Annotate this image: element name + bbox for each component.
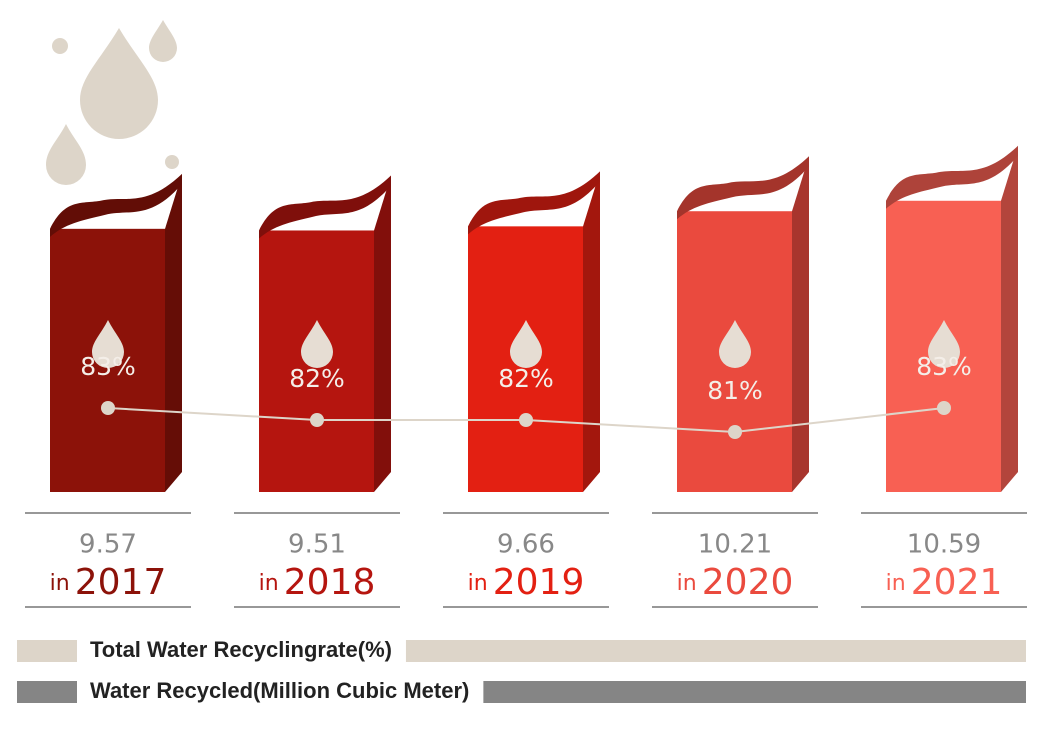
bar-side (374, 175, 391, 492)
drop (46, 124, 86, 185)
bar-cap (468, 171, 600, 235)
bar-group (677, 156, 809, 492)
bar-side (1001, 145, 1018, 492)
value-label: 9.66 (497, 530, 555, 560)
year-label: in 2018 (259, 562, 376, 603)
bar-side (165, 173, 182, 492)
bar-cap (50, 173, 182, 237)
drop-dot (52, 38, 68, 54)
year-prefix: in (259, 571, 279, 596)
legend-swatch (17, 640, 77, 662)
value-label: 10.59 (907, 530, 981, 560)
bar-cap (259, 175, 391, 239)
value-label: 10.21 (698, 530, 772, 560)
rate-label: 82% (498, 364, 554, 393)
drop-dot (165, 155, 179, 169)
bar-side (792, 156, 809, 492)
x-tick-label: 2017 (75, 562, 167, 603)
bar-cap (886, 145, 1018, 209)
rate-label: 83% (916, 352, 972, 381)
rate-point (310, 413, 324, 427)
bar-group (50, 173, 182, 492)
overlay: 83% 82% 82% 81% 83% (80, 320, 972, 439)
drop-icon (301, 320, 333, 368)
rate-point (101, 401, 115, 415)
year-prefix: in (468, 571, 488, 596)
year-label: in 2017 (50, 562, 167, 603)
bar-cap (677, 156, 809, 220)
drop-icon (510, 320, 542, 368)
x-tick-label: 2018 (284, 562, 376, 603)
value-label: 9.51 (288, 530, 346, 560)
drop-icon (92, 320, 124, 368)
bar-group (468, 171, 600, 492)
year-label: in 2019 (468, 562, 585, 603)
legend-label: Water Recycled(Million Cubic Meter) (90, 678, 469, 703)
rate-point (937, 401, 951, 415)
rate-label: 83% (80, 352, 136, 381)
bars (50, 145, 1018, 492)
x-tick-label: 2019 (493, 562, 585, 603)
x-tick-label: 2021 (911, 562, 1003, 603)
legend-swatch (17, 681, 77, 703)
drop-icon (719, 320, 751, 368)
x-tick-label: 2020 (702, 562, 794, 603)
legend-bar (483, 681, 1026, 703)
rate-label: 82% (289, 364, 345, 393)
rate-point (728, 425, 742, 439)
legend-bar (405, 640, 1026, 662)
legend-label: Total Water Recyclingrate(%) (90, 637, 392, 662)
decoration-drops (46, 20, 179, 185)
year-prefix: in (50, 571, 70, 596)
drop (149, 20, 177, 62)
drop (80, 28, 158, 139)
value-label: 9.57 (79, 530, 137, 560)
year-label: in 2020 (677, 562, 794, 603)
year-label: in 2021 (886, 562, 1003, 603)
bar-group (886, 145, 1018, 492)
bar-side (583, 171, 600, 492)
year-prefix: in (677, 571, 697, 596)
drop-icon (928, 320, 960, 368)
rate-label: 81% (707, 376, 763, 405)
rate-point (519, 413, 533, 427)
year-prefix: in (886, 571, 906, 596)
